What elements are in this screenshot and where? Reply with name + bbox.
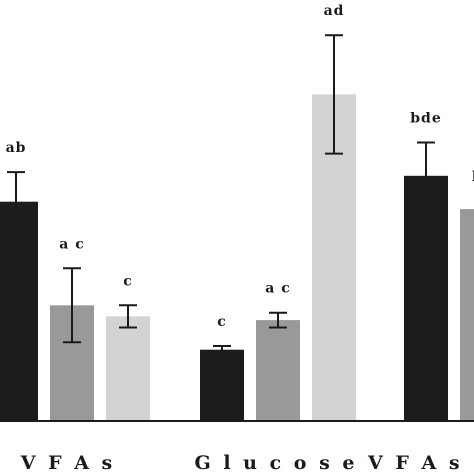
sig-label-series0-cat1: c — [217, 314, 227, 330]
category-label-vfas-plus: V F A s + — [367, 452, 474, 474]
sig-label-series0-cat2: bde — [410, 111, 442, 127]
bar-series0-cat1 — [200, 349, 244, 420]
error-bars-group — [7, 34, 435, 355]
sig-label-partial: b — [472, 169, 474, 185]
significance-labels-group: ab c bde a c a c c ad b — [6, 3, 474, 330]
error-bar-series0-cat0 — [7, 171, 25, 233]
bar-series2-cat0 — [106, 316, 150, 420]
bar-series1-cat1 — [256, 320, 300, 420]
error-bar-series0-cat1 — [213, 345, 231, 355]
error-bar-series2-cat1 — [325, 34, 343, 155]
sig-label-series2-cat0: c — [123, 273, 133, 289]
error-bar-series2-cat0 — [119, 304, 137, 329]
category-label-glucose: G l u c o s e — [195, 452, 358, 474]
bar-series0-cat0 — [0, 201, 38, 420]
error-bar-series0-cat2 — [417, 141, 435, 211]
sig-label-series1-cat0: a c — [59, 236, 84, 252]
sig-label-series2-cat1: ad — [324, 3, 345, 19]
bar-partial-series1-cat2 — [460, 209, 474, 420]
error-bar-series1-cat0 — [63, 267, 81, 344]
sig-label-series0-cat0: ab — [6, 140, 27, 156]
bar-series0-cat2 — [404, 175, 448, 420]
sig-label-series1-cat1: a c — [265, 281, 290, 297]
category-label-vfas: V F A s — [20, 452, 116, 474]
bars-group — [0, 94, 474, 421]
error-bar-series1-cat1 — [269, 311, 287, 329]
